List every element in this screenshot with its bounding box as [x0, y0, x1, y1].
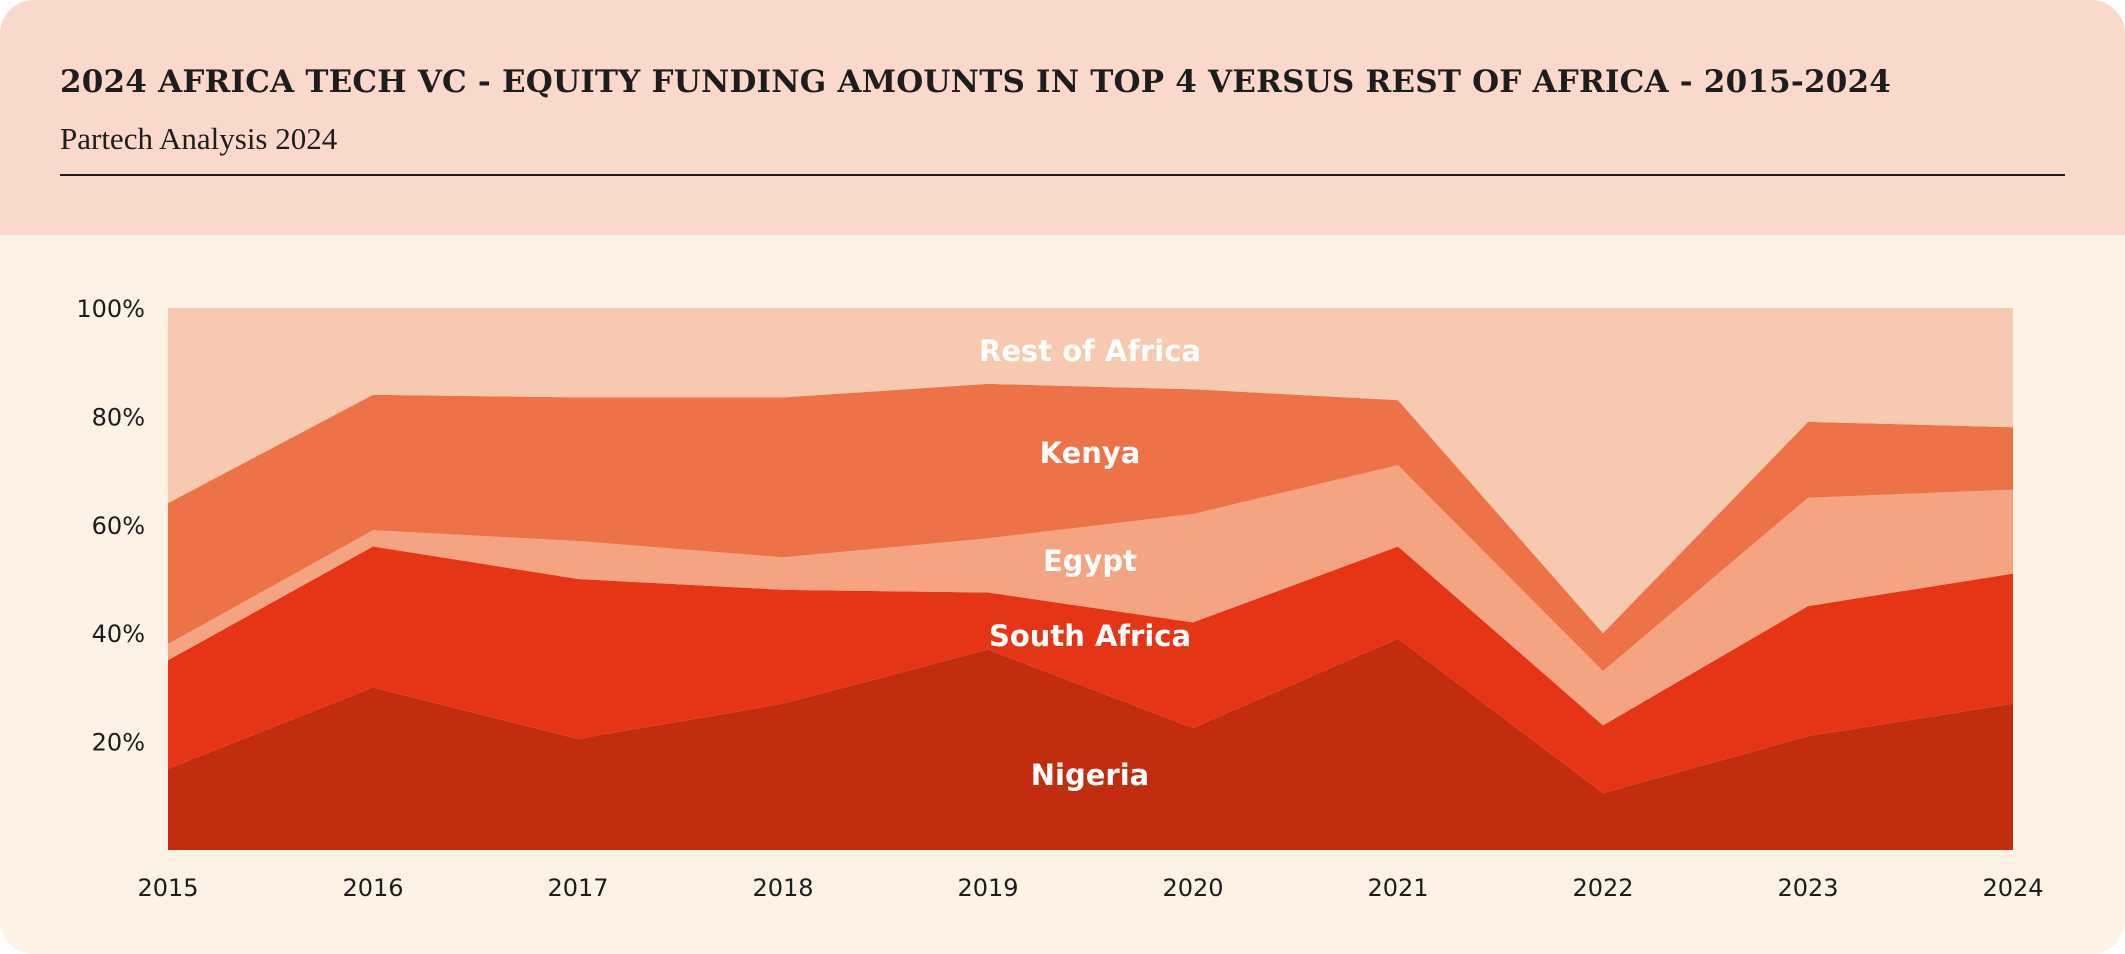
header-divider — [60, 174, 2065, 176]
x-tick-label: 2022 — [1572, 874, 1633, 902]
y-tick-label: 80% — [92, 403, 145, 431]
y-tick-label: 100% — [76, 295, 145, 323]
x-tick-label: 2016 — [342, 874, 403, 902]
area-layers — [168, 308, 2013, 850]
area-nigeria — [168, 638, 2013, 850]
series-label-egypt: Egypt — [1043, 544, 1137, 578]
x-tick-label: 2017 — [547, 874, 608, 902]
series-label-south-africa: South Africa — [989, 619, 1191, 653]
chart-header: 2024 AFRICA TECH VC - EQUITY FUNDING AMO… — [0, 0, 2125, 235]
series-label-rest-of-africa: Rest of Africa — [979, 334, 1201, 368]
chart-title: 2024 AFRICA TECH VC - EQUITY FUNDING AMO… — [60, 64, 1892, 100]
chart-subtitle: Partech Analysis 2024 — [60, 121, 338, 156]
series-labels: Nigeria South Africa Egypt Kenya Rest of Afr… — [979, 334, 1201, 792]
x-tick-label: 2018 — [752, 874, 813, 902]
y-axis-ticks: 20% 40% 60% 80% 100% — [76, 295, 145, 757]
area-south-africa — [168, 546, 2013, 794]
x-tick-label: 2020 — [1162, 874, 1223, 902]
y-tick-label: 40% — [92, 620, 145, 648]
x-tick-label: 2019 — [957, 874, 1018, 902]
x-axis-ticks: 2015 2016 2017 2018 2019 2020 2021 2022 2023 2024 — [137, 874, 2043, 902]
y-tick-label: 20% — [92, 729, 145, 757]
x-tick-label: 2015 — [137, 874, 198, 902]
x-tick-label: 2023 — [1777, 874, 1838, 902]
area-egypt — [168, 465, 2013, 726]
series-label-kenya: Kenya — [1040, 436, 1141, 470]
x-tick-label: 2021 — [1367, 874, 1428, 902]
x-tick-label: 2024 — [1982, 874, 2043, 902]
area-rest-of-africa — [168, 308, 2013, 634]
y-tick-label: 60% — [92, 512, 145, 540]
series-label-nigeria: Nigeria — [1031, 758, 1149, 792]
area-kenya — [168, 383, 2013, 672]
